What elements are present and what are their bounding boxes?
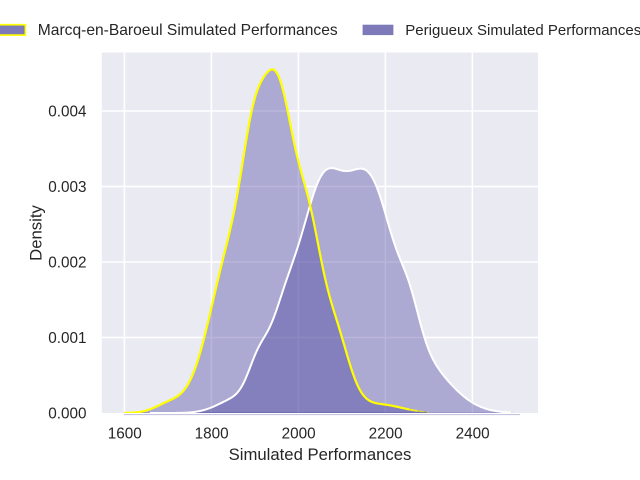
svg-text:Simulated Performances: Simulated Performances: [229, 445, 412, 464]
svg-text:1600: 1600: [108, 425, 142, 442]
svg-text:Density: Density: [27, 205, 46, 261]
svg-text:0.004: 0.004: [48, 103, 87, 120]
svg-text:0.002: 0.002: [48, 254, 86, 271]
svg-text:2400: 2400: [456, 425, 490, 442]
svg-text:2000: 2000: [282, 425, 316, 442]
svg-text:0.001: 0.001: [48, 330, 86, 347]
svg-text:Marcq-en-Baroeul Simulated Per: Marcq-en-Baroeul Simulated Performances: [38, 22, 338, 39]
svg-text:2200: 2200: [369, 425, 403, 442]
svg-text:Perigueux Simulated Performanc: Perigueux Simulated Performances: [405, 22, 640, 39]
svg-text:1800: 1800: [195, 425, 229, 442]
svg-text:0.000: 0.000: [48, 405, 86, 422]
svg-text:0.003: 0.003: [48, 179, 86, 196]
